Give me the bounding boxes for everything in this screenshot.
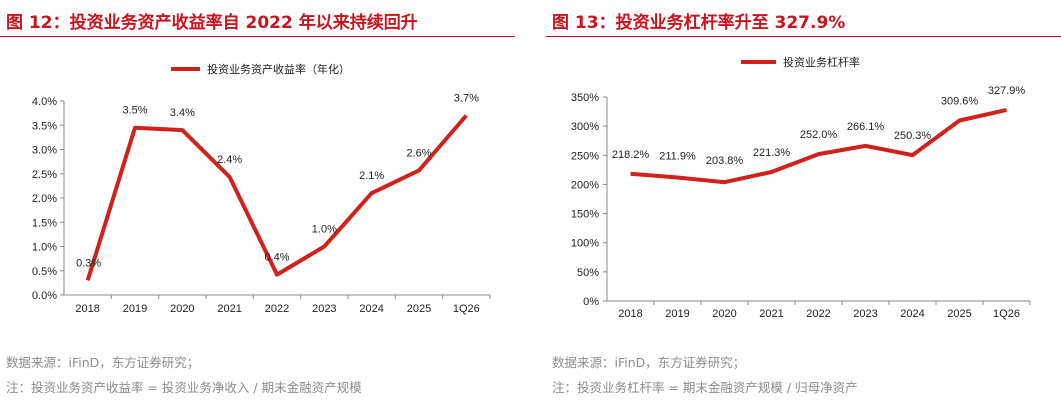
data-label: 203.8% <box>706 155 744 167</box>
data-label: 3.7% <box>454 93 479 105</box>
x-tick-label: 2025 <box>947 308 971 320</box>
data-label: 2.1% <box>359 170 384 182</box>
x-tick-label: 2021 <box>759 308 783 320</box>
source-note: 数据来源：iFinD，东方证券研究； <box>6 355 200 370</box>
y-tick-label: 1.5% <box>32 217 57 229</box>
data-label: 0.4% <box>264 252 289 264</box>
x-tick-label: 2019 <box>665 308 689 320</box>
x-tick-label: 2023 <box>312 303 336 315</box>
x-tick-label: 1Q26 <box>453 303 480 315</box>
title-divider <box>0 36 515 37</box>
y-tick-label: 0.5% <box>32 266 57 278</box>
y-tick-label: 2.5% <box>32 169 57 181</box>
formula-note: 注：投资业务杠杆率 = 期末金融资产规模 / 归母净资产 <box>552 380 858 395</box>
y-tick-label: 0% <box>583 296 599 308</box>
right-chart-panel: 图 13：投资业务杠杆率升至 327.9% 0% 50% 100% 150% 200% 2… <box>546 0 1061 402</box>
y-tick-label: 350% <box>571 92 599 104</box>
data-label: 252.0% <box>800 129 838 141</box>
y-tick-label: 3.0% <box>32 145 57 157</box>
x-tick-label: 2020 <box>170 303 194 315</box>
x-tick-label: 2024 <box>900 308 924 320</box>
y-tick-label: 150% <box>571 209 599 221</box>
data-label: 3.5% <box>122 105 147 117</box>
formula-note: 注：投资业务资产收益率 = 投资业务净收入 / 期末金融资产规模 <box>6 380 362 395</box>
data-label: 218.2% <box>612 149 650 161</box>
figure-title: 图 13：投资业务杠杆率升至 327.9% <box>552 13 846 33</box>
data-label: 1.0% <box>312 224 337 236</box>
x-tick-label: 2025 <box>407 303 431 315</box>
x-tick-label: 2018 <box>75 303 99 315</box>
data-label: 327.9% <box>988 85 1026 97</box>
y-tick-label: 2.0% <box>32 193 57 205</box>
y-tick-label: 200% <box>571 179 599 191</box>
x-tick-label: 2018 <box>618 308 642 320</box>
y-tick-label: 100% <box>571 238 599 250</box>
x-tick-label: 2021 <box>217 303 241 315</box>
x-tick-label: 2024 <box>359 303 383 315</box>
source-note: 数据来源：iFinD，东方证券研究； <box>552 355 746 370</box>
data-label: 3.4% <box>170 107 195 119</box>
series-line <box>85 114 468 281</box>
left-chart-panel: 图 12：投资业务资产收益率自 2022 年以来持续回升 0.0% 0.5% 1.0… <box>0 0 515 402</box>
x-tick-label: 2023 <box>853 308 877 320</box>
data-label: 0.3% <box>76 257 101 269</box>
leverage-line-chart: 0% 50% 100% 150% 200% 250% 300% 350% 2018 2019 202… <box>571 55 1031 320</box>
title-divider <box>546 36 1061 37</box>
data-label: 221.3% <box>753 147 791 159</box>
y-tick-label: 4.0% <box>32 96 57 108</box>
x-tick-label: 2020 <box>712 308 736 320</box>
data-label: 309.6% <box>941 96 979 108</box>
data-label: 250.3% <box>894 130 932 142</box>
y-tick-label: 300% <box>571 121 599 133</box>
x-tick-label: 2019 <box>123 303 147 315</box>
x-tick-label: 1Q26 <box>993 308 1020 320</box>
series-line <box>630 107 1007 185</box>
x-tick-label: 2022 <box>806 308 830 320</box>
y-tick-label: 3.5% <box>32 120 57 132</box>
y-tick-label: 1.0% <box>32 242 57 254</box>
return-rate-line-chart: 0.0% 0.5% 1.0% 1.5% 2.0% 2.5% 3.0% 3.5% 4.0% 2018… <box>32 62 491 315</box>
data-label: 2.6% <box>406 147 431 159</box>
data-label: 2.4% <box>217 154 242 166</box>
legend-label: 投资业务杠杆率 <box>783 55 860 69</box>
x-tick-label: 2022 <box>265 303 289 315</box>
y-tick-label: 0.0% <box>32 290 57 302</box>
y-tick-label: 250% <box>571 150 599 162</box>
y-tick-label: 50% <box>577 267 599 279</box>
figure-title: 图 12：投资业务资产收益率自 2022 年以来持续回升 <box>6 13 418 33</box>
legend-label: 投资业务资产收益率（年化） <box>207 62 350 76</box>
data-label: 211.9% <box>659 150 696 162</box>
data-label: 266.1% <box>847 121 885 133</box>
